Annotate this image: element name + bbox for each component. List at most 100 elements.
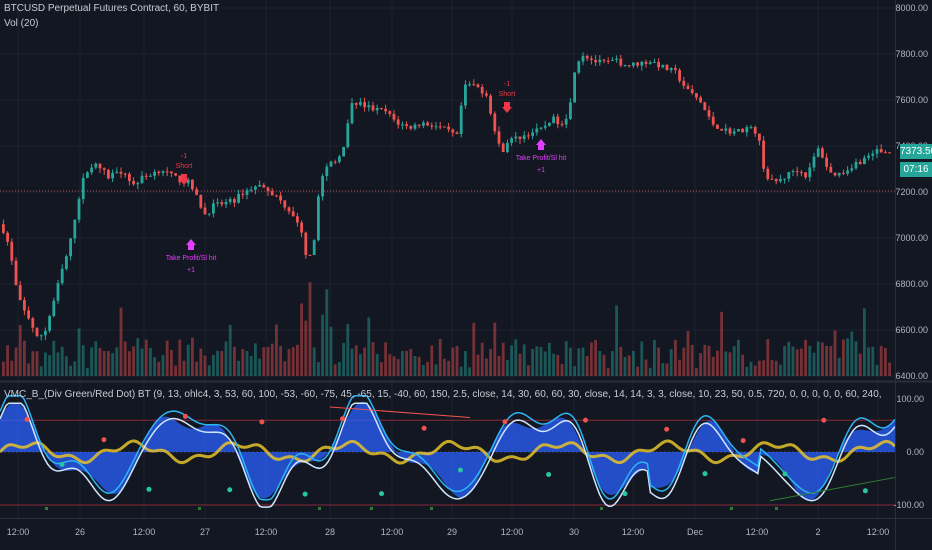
candle-body: [501, 143, 505, 153]
volume-bar: [472, 322, 476, 376]
candle-body: [401, 124, 404, 126]
candle-body: [480, 86, 484, 94]
indicator-legend[interactable]: VMC_B_(Div Green/Red Dot) BT (9, 13, ohl…: [4, 389, 884, 400]
volume-bar: [863, 308, 866, 376]
volume-bar: [766, 339, 770, 376]
candle-body: [833, 172, 837, 176]
volume-legend[interactable]: Vol (20): [4, 18, 39, 29]
volume-bar: [367, 317, 371, 376]
candle-body: [459, 105, 463, 134]
candle-body: [308, 254, 312, 256]
volume-bar: [527, 365, 530, 376]
candle-body: [506, 142, 509, 153]
volume-bar: [161, 355, 165, 376]
volume-bar: [157, 361, 161, 376]
candle-body: [388, 111, 392, 114]
volume-bar: [396, 359, 400, 376]
candle-body: [371, 105, 375, 111]
volume-bar: [741, 354, 744, 376]
candle-body: [577, 61, 581, 73]
osc-tick-label: 0.00: [906, 447, 924, 457]
candle-body: [821, 148, 824, 158]
candle-body: [270, 191, 274, 196]
tp-qty: +1: [187, 267, 195, 274]
candle-body: [695, 93, 698, 98]
candle-body: [665, 64, 669, 71]
candle-body: [94, 163, 98, 168]
volume-bar: [375, 353, 379, 376]
oscillator-axis[interactable]: 100.00 0.00 -100.00: [893, 394, 924, 510]
sell-dot: [664, 426, 670, 432]
volume-bar: [653, 339, 656, 376]
candle-body: [816, 148, 820, 157]
time-tick-label: 29: [447, 527, 457, 537]
symbol-title[interactable]: BTCUSD Perpetual Futures Contract, 60, B…: [4, 3, 220, 14]
candle-body: [539, 127, 543, 129]
candle-body: [560, 124, 564, 126]
volume-bar: [770, 359, 774, 376]
price-tick-label: 7800.00: [895, 49, 928, 59]
price-candles: [2, 52, 891, 341]
candle-body: [2, 224, 5, 233]
candle-body: [258, 184, 261, 187]
candle-body: [123, 173, 127, 175]
candle-body: [195, 189, 198, 195]
candle-body: [594, 60, 597, 63]
candle-body: [48, 316, 51, 331]
buy-dot: [702, 471, 708, 477]
candle-body: [770, 178, 774, 180]
time-tick-label: 12:00: [501, 527, 524, 537]
candle-body: [363, 102, 366, 108]
candle-body: [863, 157, 866, 165]
oscillator-pane: [0, 395, 897, 510]
volume-bar: [237, 360, 240, 376]
volume-bar: [753, 365, 757, 376]
candle-body: [858, 161, 862, 165]
candle-body: [690, 89, 694, 94]
volume-bar: [569, 347, 572, 376]
bullish-divergence: [769, 476, 896, 502]
time-axis[interactable]: 12:00 26 12:00 27 12:00 28 12:00 29 12:00 30 12:00…: [7, 527, 890, 537]
candle-body: [447, 126, 450, 130]
candle-body: [720, 128, 723, 131]
price-axis[interactable]: 8000.007800.007600.007400.007200.007000.…: [895, 3, 928, 381]
volume-bar: [464, 350, 467, 376]
candle-body: [144, 175, 148, 177]
sell-dot: [582, 417, 588, 423]
volume-bar: [405, 350, 408, 376]
candle-body: [569, 102, 572, 119]
volume-bar: [2, 361, 5, 376]
volume-bar: [585, 355, 589, 376]
candle-body: [367, 105, 371, 108]
candle-body: [829, 166, 833, 173]
volume-bar: [548, 342, 551, 376]
buy-dot: [622, 491, 628, 497]
time-tick-label: 12:00: [622, 527, 645, 537]
candle-body: [581, 55, 585, 62]
candle-body: [409, 125, 413, 129]
volume-bar: [115, 347, 119, 376]
candle-body: [426, 122, 429, 126]
candle-body: [245, 190, 249, 195]
buy-dot: [59, 461, 65, 467]
candle-body: [165, 171, 169, 173]
volume-bar: [149, 348, 152, 376]
candle-body: [279, 195, 282, 201]
tp-arrow: [536, 139, 546, 150]
candle-body: [527, 135, 530, 137]
candle-body: [203, 207, 207, 215]
volume-bar: [195, 361, 198, 376]
candle-body: [846, 170, 849, 174]
volume-bar: [107, 351, 110, 376]
wavetrend-fill: [0, 401, 895, 501]
volume-bar: [413, 356, 417, 376]
candle-body: [745, 127, 749, 133]
volume-bar: [94, 341, 98, 376]
candle-body: [69, 238, 72, 257]
volume-bar: [594, 339, 597, 376]
volume-bar: [812, 352, 816, 376]
volume-bar: [266, 347, 270, 376]
volume-bar: [312, 347, 316, 376]
candle-body: [329, 161, 333, 167]
